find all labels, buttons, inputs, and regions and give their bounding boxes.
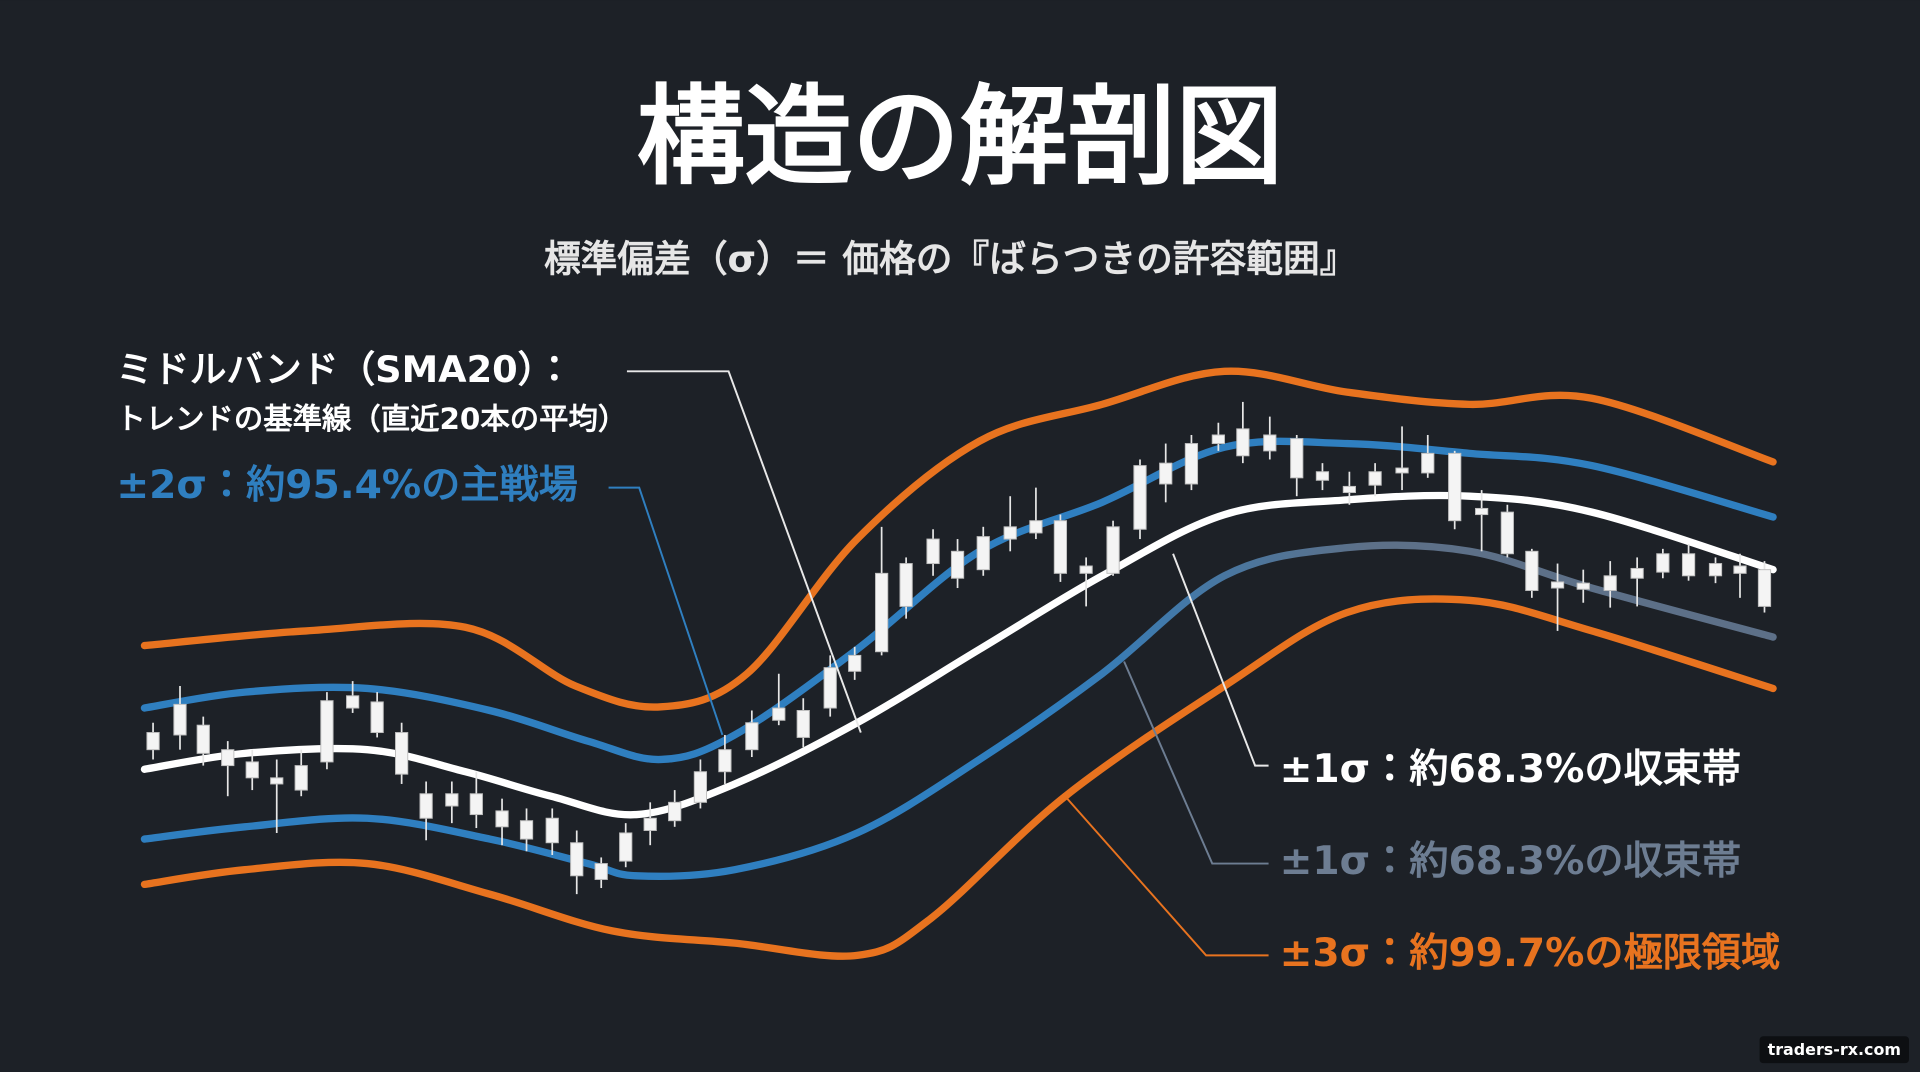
candle-body (848, 654, 862, 672)
candle-body (1525, 550, 1539, 591)
leader-lines (608, 370, 1269, 957)
candle-body (1681, 553, 1696, 577)
candle-body (718, 749, 732, 773)
candle-body (1733, 565, 1747, 574)
candle-body (1708, 563, 1723, 577)
candle-body (1500, 511, 1514, 555)
sigma1-label: ±1σ：約68.3%の収束帯 (1280, 747, 1742, 792)
candle-body (1368, 471, 1382, 486)
bands (140, 367, 1777, 960)
subtitle: 標準偏差（σ）＝ 価格の『ばらつきの許容範囲』 (544, 238, 1356, 281)
candle-body (950, 550, 965, 579)
candle-body (395, 732, 409, 775)
candle-body (1315, 471, 1330, 481)
candle-body (619, 832, 633, 862)
candle-body (270, 777, 284, 785)
candle-body (495, 810, 509, 828)
candle-body (772, 707, 786, 721)
candle-body (899, 563, 913, 607)
candle-body (1630, 567, 1644, 579)
candle-body (1290, 438, 1304, 479)
candle-body (545, 817, 559, 844)
watermark: traders-rx.com (1768, 1040, 1901, 1059)
candle-body (693, 771, 708, 803)
candle-body (245, 761, 259, 779)
sigma2-label: ±2σ：約95.4%の主戦場 (116, 463, 578, 508)
candle-body (668, 801, 682, 822)
candle-body (796, 710, 810, 738)
candle-body (1211, 434, 1225, 445)
candle-body (370, 701, 384, 734)
candle-body (823, 667, 837, 709)
leader-line (608, 486, 724, 736)
candle-body (1236, 428, 1250, 457)
band-upper-2 (140, 437, 1777, 764)
candle-body (146, 732, 160, 751)
candle-body (1029, 520, 1043, 534)
candle-body (745, 722, 759, 751)
leader-line (1172, 553, 1269, 767)
candle-body (196, 724, 210, 754)
candle-body (1263, 434, 1277, 452)
candle-body (1106, 526, 1120, 574)
candle-body (1656, 553, 1670, 573)
band-lower-2 (140, 541, 1777, 880)
candle-body (643, 817, 657, 831)
middle-band-title: ミドルバンド（SMA20）： (116, 348, 572, 391)
candle-body (1576, 582, 1590, 590)
candle-body (926, 538, 940, 565)
candle-body (1053, 520, 1068, 574)
candle-body (221, 749, 235, 767)
candle-body (320, 700, 334, 763)
candle-body (519, 820, 534, 840)
candle-body (1184, 443, 1199, 485)
candle-body (294, 765, 308, 791)
candle-body (1757, 569, 1772, 607)
sigma1-faded-label: ±1σ：約68.3%の収束帯 (1280, 839, 1742, 884)
candles (146, 401, 1772, 895)
band-upper-3 (140, 367, 1777, 711)
candle-body (1421, 452, 1435, 474)
leader-line (1062, 793, 1269, 957)
watermark-box (1759, 1036, 1909, 1064)
candle-body (1550, 581, 1565, 589)
candle-body (1133, 465, 1147, 530)
candle-body (1395, 467, 1409, 474)
candle-body (445, 793, 459, 807)
candle-body (419, 793, 433, 819)
candle-body (976, 536, 990, 571)
band-lower-3 (140, 595, 1777, 960)
leader-line (1123, 661, 1269, 865)
candle-body (173, 703, 187, 736)
candle-body (1159, 462, 1173, 485)
candle-body (1003, 526, 1017, 540)
leader-line (626, 370, 862, 733)
candle-body (346, 695, 360, 709)
sigma3-label: ±3σ：約99.7%の極限領域 (1280, 931, 1781, 976)
candle-body (1603, 575, 1617, 591)
candle-body (1475, 507, 1489, 516)
middle-band-description: トレンドの基準線（直近20本の平均） (116, 402, 627, 436)
candle-body (1448, 452, 1462, 522)
candle-body (875, 572, 889, 653)
title: 構造の解剖図 (637, 75, 1284, 200)
candle-body (594, 863, 608, 880)
candle-body (570, 842, 584, 877)
candle-body (1342, 485, 1357, 494)
candle-body (1079, 565, 1093, 574)
candle-body (469, 793, 483, 816)
